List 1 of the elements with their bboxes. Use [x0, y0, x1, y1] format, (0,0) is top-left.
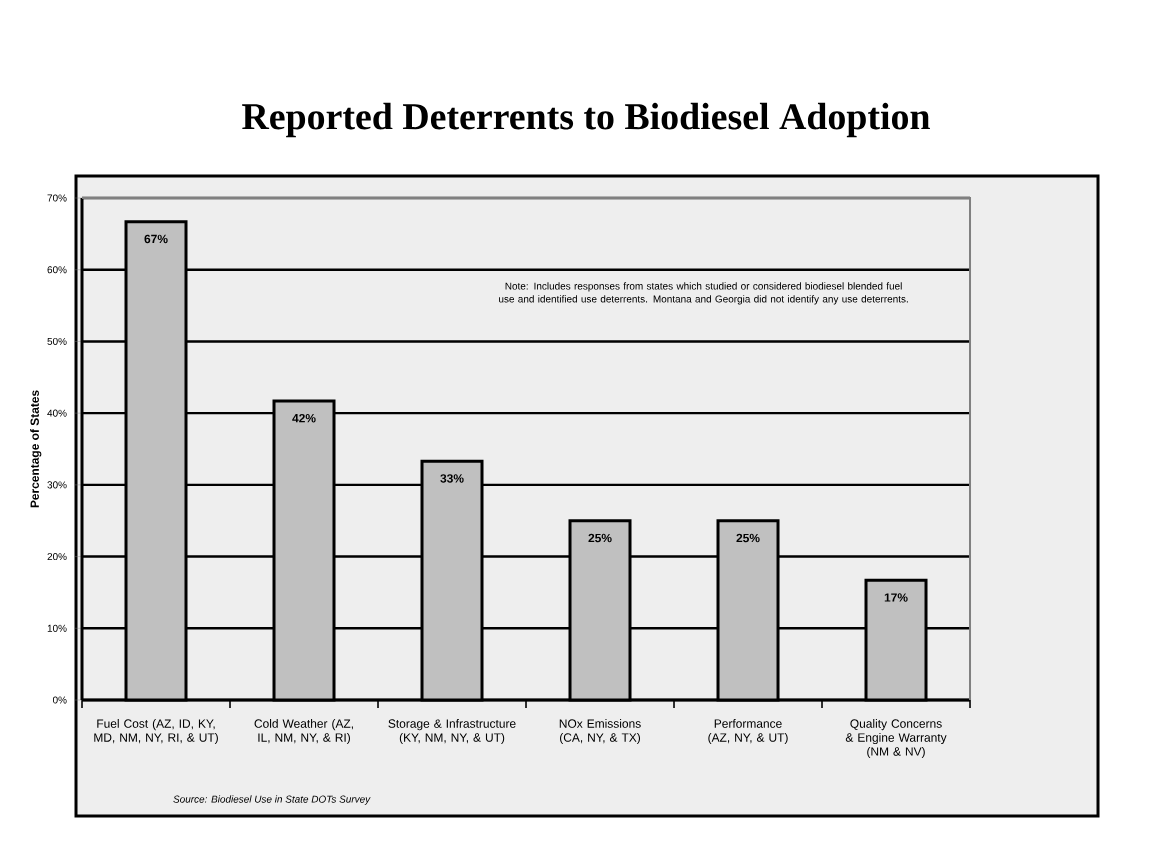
chart-title: Reported Deterrents to Biodiesel Adoption — [242, 102, 930, 138]
